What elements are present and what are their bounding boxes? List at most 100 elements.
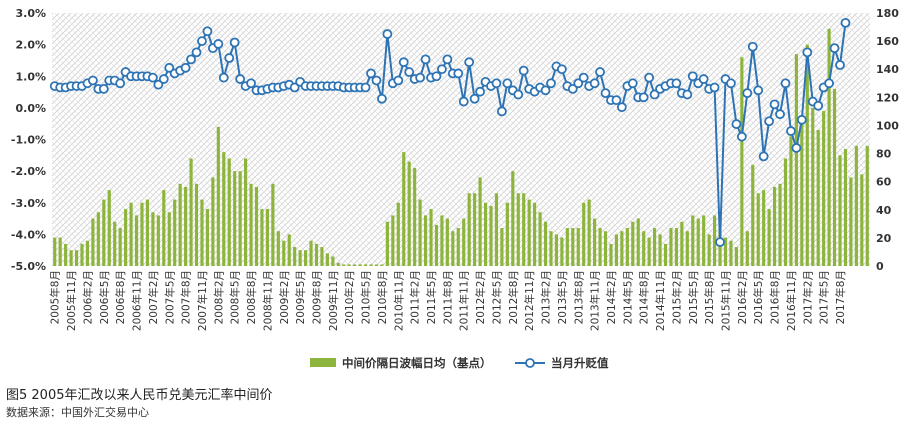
bar-89 (538, 212, 542, 266)
bar-45 (298, 250, 302, 266)
line-point-61 (382, 29, 393, 39)
bar-128 (751, 164, 755, 266)
bar-120 (707, 234, 711, 267)
bar-76 (467, 193, 471, 266)
data-source-note: 数据来源：中国外汇交易中心 (6, 406, 149, 419)
line-point-137 (796, 114, 807, 125)
bar-116 (685, 231, 689, 266)
y-left-tick-label: -5.0% (11, 260, 46, 273)
y-right-tick-label: 100 (876, 119, 899, 132)
bar-140 (816, 130, 820, 266)
line-point-110 (649, 89, 660, 100)
bar-33 (233, 171, 237, 267)
bar-23 (178, 183, 182, 266)
x-tick-label: 2015年8月 (703, 270, 716, 324)
bar-21 (167, 212, 171, 266)
line-point-95 (567, 84, 578, 94)
bar-96 (576, 228, 580, 266)
line-point-143 (829, 43, 840, 54)
line-point-76 (464, 57, 475, 68)
line-point-25 (186, 54, 196, 65)
line-point-131 (764, 116, 775, 127)
x-tick-label: 2014年11月 (654, 270, 667, 331)
x-tick-label: 2007年5月 (163, 270, 176, 324)
y-left-tick-label: -2.0% (11, 165, 46, 178)
line-point-33 (229, 37, 240, 48)
x-tick-label: 2012年5月 (490, 270, 503, 324)
bar-122 (718, 231, 722, 266)
bar-6 (85, 240, 90, 266)
bar-83 (505, 202, 509, 266)
bar-103 (614, 234, 618, 267)
bar-5 (80, 243, 84, 266)
y-left-tick-label: 3.0% (15, 7, 46, 20)
legend: 中间价隔日波幅日均（基点） 当月升贬值 (310, 356, 609, 370)
bar-87 (527, 199, 531, 266)
bar-101 (603, 231, 608, 266)
bar-102 (609, 243, 613, 266)
bar-57 (363, 264, 368, 266)
x-tick-label: 2015年2月 (670, 270, 683, 324)
y-left-tick-label: -1.0% (11, 134, 46, 147)
bar-35 (244, 158, 248, 266)
x-tick-label: 2017年5月 (818, 270, 831, 324)
line-point-117 (687, 71, 698, 82)
legend-bar-swatch (310, 358, 336, 367)
line-point-30 (213, 39, 224, 49)
line-point-77 (469, 93, 480, 104)
line-point-138 (802, 47, 813, 58)
line-point-108 (638, 92, 649, 103)
bar-7 (91, 218, 95, 266)
line-point-28 (202, 26, 213, 37)
line-point-64 (398, 57, 409, 68)
bar-52 (336, 262, 340, 266)
line-point-81 (491, 78, 502, 89)
bar-108 (642, 231, 646, 266)
bar-121 (713, 215, 717, 266)
bar-138 (805, 44, 809, 267)
bar-79 (483, 202, 488, 266)
line-point-106 (627, 78, 638, 89)
bar-134 (783, 158, 788, 266)
bar-31 (222, 152, 226, 266)
bar-112 (663, 243, 668, 266)
line-point-91 (546, 78, 556, 89)
bar-145 (843, 148, 848, 266)
x-tick-label: 2006年11月 (131, 270, 144, 331)
bar-137 (800, 117, 804, 266)
bar-98 (587, 199, 591, 266)
bar-29 (211, 177, 215, 266)
line-point-100 (595, 67, 605, 77)
bar-0 (53, 237, 57, 266)
bar-37 (254, 186, 259, 266)
bar-141 (822, 111, 826, 266)
x-tick-label: 2008年5月 (229, 270, 242, 324)
line-point-136 (791, 143, 802, 153)
line-point-72 (442, 54, 453, 65)
line-point-59 (371, 75, 382, 86)
bar-71 (440, 215, 444, 266)
figure-caption: 图5 2005年汇改以来人民币兑美元汇率中间价 (6, 388, 273, 403)
bar-48 (314, 243, 319, 266)
y-axis-left: -5.0% -4.0% -3.0% -2.0% -1.0% 0.0% 1.0% 2.0% 3.0… (11, 7, 46, 273)
line-point-65 (404, 67, 415, 77)
bar-60 (380, 264, 384, 266)
bar-32 (227, 158, 231, 266)
x-tick-label: 2006年2月 (81, 270, 94, 324)
x-tick-label: 2013年11月 (589, 270, 602, 331)
line-point-71 (437, 64, 447, 75)
legend-line-marker (525, 358, 535, 368)
bar-47 (309, 240, 313, 266)
bar-115 (680, 221, 684, 266)
line-point-114 (671, 78, 682, 89)
bar-78 (478, 177, 482, 266)
line-point-63 (393, 75, 404, 86)
x-tick-label: 2014年8月 (638, 270, 651, 324)
bar-13 (124, 209, 128, 266)
x-tick-label: 2010年2月 (343, 270, 356, 324)
bar-70 (434, 224, 439, 266)
y-left-tick-label: 0.0% (15, 102, 46, 115)
bar-15 (134, 215, 139, 266)
y-right-tick-label: 140 (876, 63, 899, 76)
bar-62 (391, 215, 395, 266)
